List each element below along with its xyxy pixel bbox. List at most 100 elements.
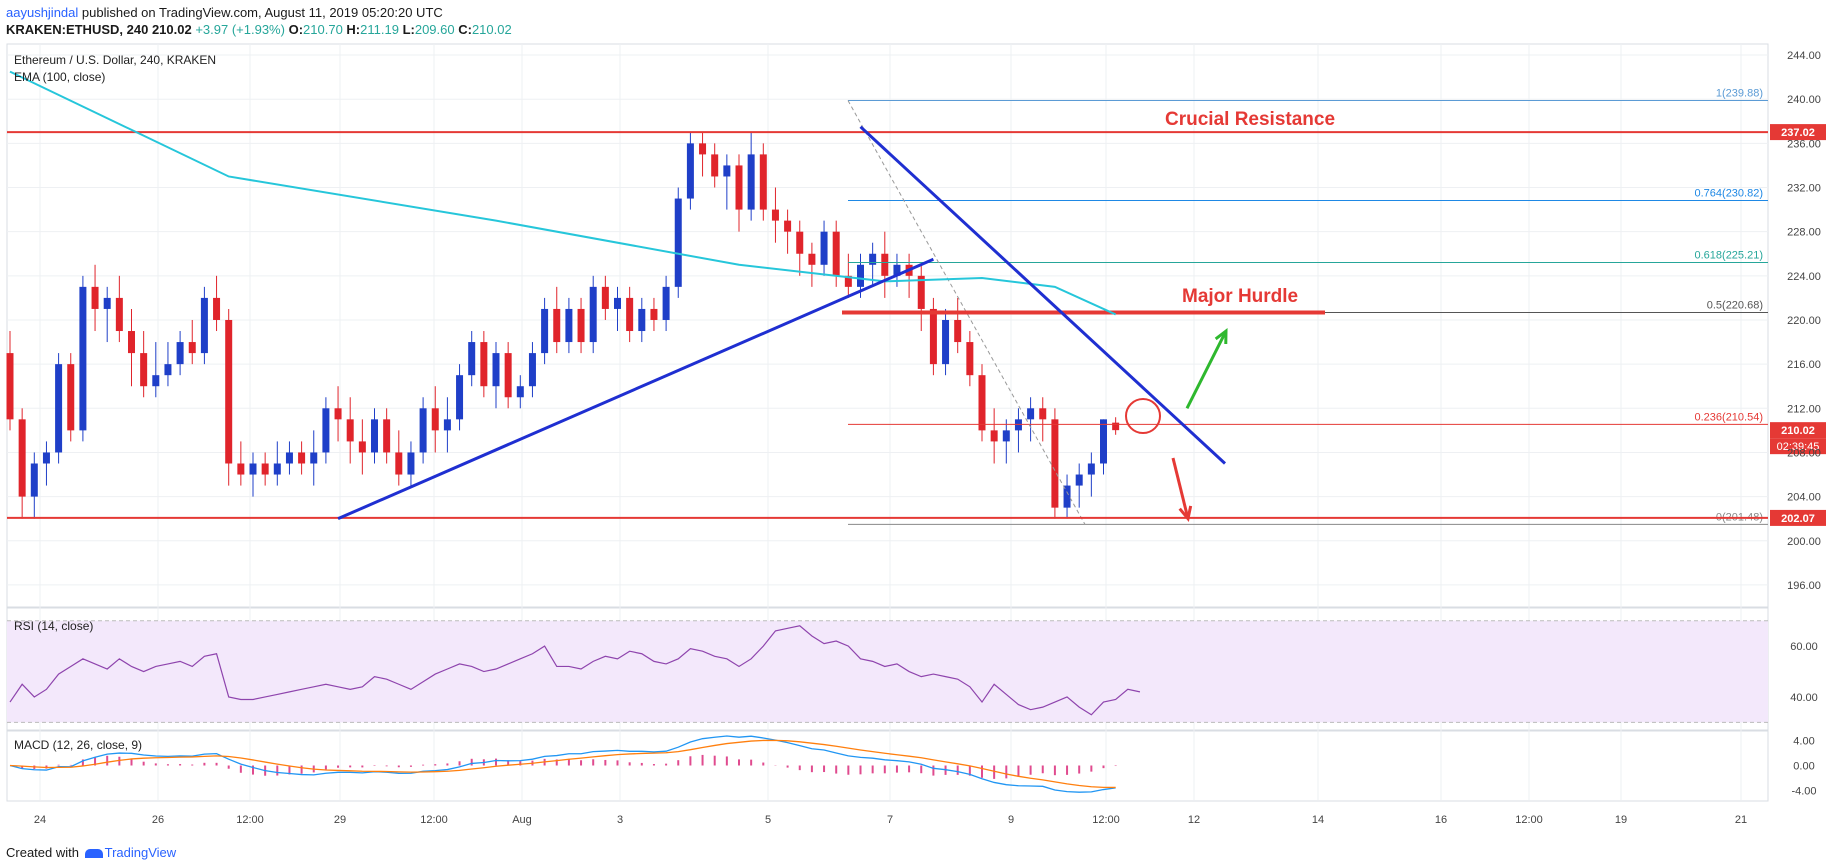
candle-body — [614, 297, 621, 309]
candle-body — [164, 364, 172, 376]
y-tick-label: 196.00 — [1787, 580, 1821, 592]
fib-level-label: 0.764(230.82) — [1695, 188, 1764, 200]
rsi-band — [7, 620, 1768, 723]
candle — [443, 397, 451, 453]
candle-body — [516, 386, 524, 398]
candle-body — [407, 452, 415, 475]
candle — [115, 275, 123, 343]
ema-line — [9, 70, 1117, 316]
trendline — [337, 257, 934, 521]
candle — [200, 286, 208, 365]
candle — [456, 364, 464, 431]
publish-info: published on TradingView.com, August 11,… — [81, 5, 443, 20]
candle-body — [115, 297, 123, 332]
candle — [844, 253, 852, 298]
candle-body — [298, 452, 306, 464]
candle-body — [1112, 422, 1120, 431]
rsi-tick-label: 60.00 — [1790, 641, 1818, 653]
candle-body — [844, 275, 852, 287]
candle — [67, 353, 75, 442]
x-tick-label: 7 — [887, 814, 893, 826]
footer: Created with TradingView — [6, 845, 176, 860]
candle-body — [152, 375, 160, 387]
breakout-circle — [1125, 398, 1161, 435]
y-tick-label: 200.00 — [1787, 536, 1821, 548]
candle — [699, 132, 707, 177]
candle — [796, 220, 804, 276]
y-tick-label: 224.00 — [1787, 271, 1821, 283]
candle — [225, 308, 233, 486]
candle — [614, 286, 621, 332]
candle-body — [346, 419, 354, 442]
candle — [273, 441, 281, 486]
candle-body — [929, 308, 937, 365]
candle-body — [541, 308, 549, 354]
candle — [480, 331, 488, 398]
candle-body — [140, 353, 148, 387]
created-with-text: Created with — [6, 845, 79, 860]
macd-signal-line — [9, 739, 1116, 789]
macd-tick-label: 4.00 — [1793, 735, 1814, 747]
candle — [650, 297, 658, 332]
main-pane-frame — [6, 43, 1769, 608]
candle-body — [735, 165, 743, 210]
candle-body — [893, 264, 901, 276]
candle-body — [565, 308, 573, 343]
ema-label: EMA (100, close) — [14, 70, 105, 84]
candle-body — [1039, 408, 1047, 420]
candle — [735, 154, 743, 232]
candle — [261, 452, 269, 486]
candle — [492, 342, 500, 409]
candle — [881, 231, 889, 298]
candle-body — [857, 264, 864, 287]
rsi-tick-label: 40.00 — [1790, 692, 1818, 704]
candle — [784, 209, 792, 254]
candle — [55, 353, 63, 464]
candle-body — [978, 375, 986, 431]
candle-body — [650, 308, 658, 320]
candle-body — [91, 286, 99, 309]
candle-body — [553, 308, 561, 343]
candle — [468, 331, 476, 387]
candle — [213, 275, 221, 332]
y-tick-label: 236.00 — [1787, 138, 1821, 150]
close-value: 210.02 — [471, 22, 512, 37]
candle-body — [285, 452, 293, 464]
candle-body — [30, 463, 38, 497]
x-tick-label: 21 — [1735, 814, 1747, 826]
y-tick-label: 240.00 — [1787, 94, 1821, 106]
candle-body — [67, 364, 75, 431]
chart-title: Ethereum / U.S. Dollar, 240, KRAKEN — [14, 53, 216, 67]
candle-body — [443, 419, 451, 431]
candle — [723, 154, 731, 210]
candle — [419, 397, 427, 464]
candle — [929, 297, 937, 376]
candle-body — [6, 353, 14, 420]
candle-body — [820, 231, 828, 265]
candle-body — [18, 419, 26, 497]
candle-body — [1075, 474, 1083, 486]
x-tick-label: 3 — [617, 814, 623, 826]
candle-body — [966, 342, 974, 376]
fib-level-label: 0.618(225.21) — [1695, 249, 1764, 261]
candle — [589, 275, 597, 354]
x-tick-label: 5 — [765, 814, 771, 826]
candle-body — [954, 319, 962, 343]
candle — [565, 297, 573, 354]
author-link[interactable]: aayushjindal — [6, 5, 79, 20]
candle — [334, 386, 342, 442]
publish-header: aayushjindal published on TradingView.co… — [6, 5, 443, 20]
candle-body — [273, 463, 281, 475]
candle-body — [261, 463, 269, 475]
candle-body — [577, 308, 585, 343]
candle — [18, 408, 26, 519]
price-tag-bg — [1770, 124, 1826, 141]
candle — [249, 452, 257, 497]
tradingview-link[interactable]: TradingView — [104, 845, 177, 860]
candle-body — [176, 342, 184, 365]
candle — [237, 441, 245, 486]
candle — [383, 408, 391, 464]
y-tick-label: 204.00 — [1787, 492, 1821, 504]
candle-body — [79, 286, 87, 431]
